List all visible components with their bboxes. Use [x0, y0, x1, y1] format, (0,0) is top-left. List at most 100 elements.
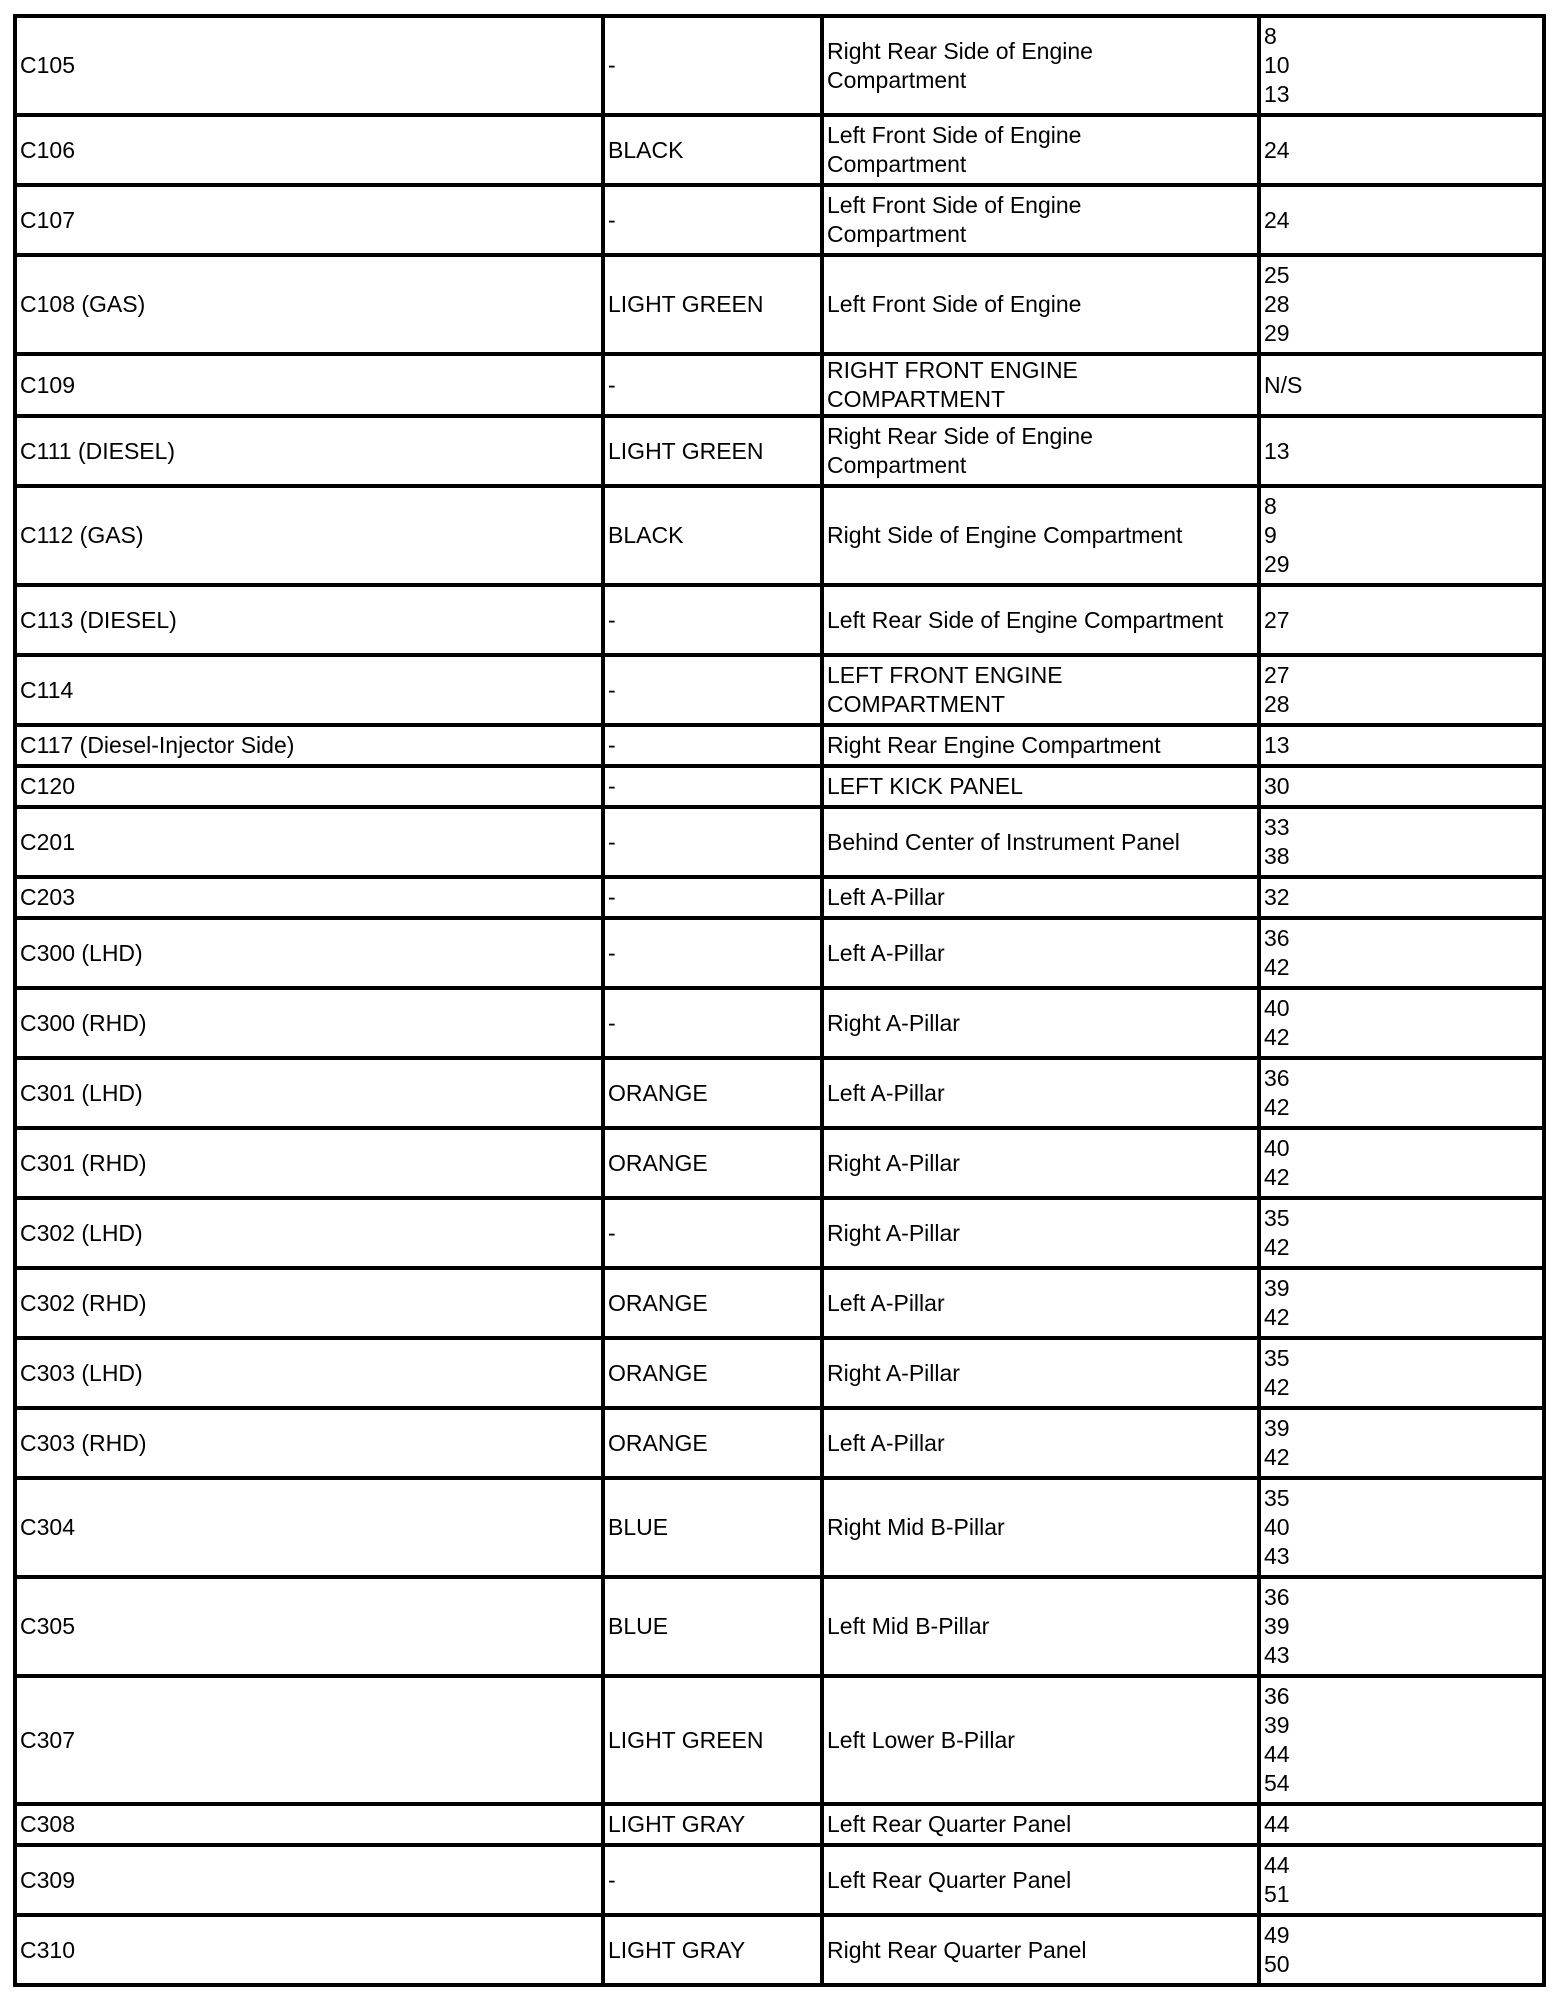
location-cell: Left A-Pillar	[820, 1266, 1261, 1340]
page-number: 43	[1264, 1642, 1290, 1668]
location-cell: Right Rear Side of Engine Compartment	[820, 14, 1261, 117]
location-cell: Left A-Pillar	[820, 1056, 1261, 1130]
table-row: C114- LEFT FRONT ENGINE COMPARTMENT 27 28	[13, 653, 1546, 727]
page-number: 36	[1264, 1065, 1290, 1091]
pages-cell: 36 39 43	[1257, 1575, 1546, 1678]
connector-cell: C203	[13, 875, 605, 920]
connector-table: C105- Right Rear Side of Engine Compartme…	[13, 14, 1546, 1987]
color-cell: LIGHT GRAY	[601, 1913, 824, 1987]
table-row: C120- LEFT KICK PANEL 30	[13, 764, 1546, 809]
location-cell: Right A-Pillar	[820, 1196, 1261, 1270]
color-cell: LIGHT GREEN	[601, 414, 824, 488]
connector-cell: C107	[13, 183, 605, 257]
location-cell: LEFT FRONT ENGINE COMPARTMENT	[820, 653, 1261, 727]
color-cell: BLACK	[601, 484, 824, 587]
location-cell: Left Mid B-Pillar	[820, 1575, 1261, 1678]
pages-cell: 8 10 13	[1257, 14, 1546, 117]
pages-cell: 36 42	[1257, 916, 1546, 990]
location-cell: Right A-Pillar	[820, 1336, 1261, 1410]
page-number: N/S	[1264, 371, 1303, 398]
page-number: 35	[1264, 1485, 1290, 1511]
pages-cell: 44 51	[1257, 1843, 1546, 1917]
connector-cell: C114	[13, 653, 605, 727]
page-number: 8	[1264, 23, 1277, 49]
pages-cell: 36 39 44 54	[1257, 1674, 1546, 1806]
table-row: C302 (RHD) ORANGE Left A-Pillar 39 42	[13, 1266, 1546, 1340]
table-row: C303 (LHD) ORANGE Right A-Pillar 35 42	[13, 1336, 1546, 1410]
page-number: 29	[1264, 320, 1290, 346]
table-row: C310 LIGHT GRAY Right Rear Quarter Panel 49…	[13, 1913, 1546, 1987]
table-row: C108 (GAS) LIGHT GREEN Left Front Side of …	[13, 253, 1546, 356]
color-cell: -	[601, 986, 824, 1060]
location-cell: Right Rear Quarter Panel	[820, 1913, 1261, 1987]
page-number: 39	[1264, 1613, 1290, 1639]
connector-cell: C108 (GAS)	[13, 253, 605, 356]
page-number: 39	[1264, 1415, 1290, 1441]
page-number: 28	[1264, 291, 1290, 317]
pages-cell: 25 28 29	[1257, 253, 1546, 356]
connector-cell: C302 (RHD)	[13, 1266, 605, 1340]
table-row: C304 BLUE Right Mid B-Pillar 35 40 43	[13, 1476, 1546, 1579]
page-number: 40	[1264, 1135, 1290, 1161]
connector-cell: C309	[13, 1843, 605, 1917]
page-number: 42	[1264, 1234, 1290, 1260]
table-row: C109- RIGHT FRONT ENGINE COMPARTMENT N/S	[13, 352, 1546, 418]
connector-cell: C111 (DIESEL)	[13, 414, 605, 488]
connector-cell: C303 (LHD)	[13, 1336, 605, 1410]
page-number: 27	[1264, 662, 1290, 688]
color-cell: -	[601, 1843, 824, 1917]
page-number: 27	[1264, 606, 1290, 633]
pages-cell: 36 42	[1257, 1056, 1546, 1130]
pages-cell: 33 38	[1257, 805, 1546, 879]
page-number: 39	[1264, 1275, 1290, 1301]
connector-cell: C303 (RHD)	[13, 1406, 605, 1480]
table-row: C105- Right Rear Side of Engine Compartme…	[13, 14, 1546, 117]
connector-cell: C307	[13, 1674, 605, 1806]
connector-cell: C305	[13, 1575, 605, 1678]
page-number: 42	[1264, 1304, 1290, 1330]
pages-cell: 32	[1257, 875, 1546, 920]
color-cell: ORANGE	[601, 1336, 824, 1410]
location-cell: Left Lower B-Pillar	[820, 1674, 1261, 1806]
pages-cell: 35 42	[1257, 1336, 1546, 1410]
connector-cell: C120	[13, 764, 605, 809]
page-number: 8	[1264, 493, 1277, 519]
page-number: 49	[1264, 1922, 1290, 1948]
page-number: 36	[1264, 1584, 1290, 1610]
color-cell: -	[601, 916, 824, 990]
page-number: 39	[1264, 1712, 1290, 1738]
pages-cell: 27 28	[1257, 653, 1546, 727]
location-cell: Right Side of Engine Compartment	[820, 484, 1261, 587]
location-cell: Left A-Pillar	[820, 916, 1261, 990]
page-number: 29	[1264, 551, 1290, 577]
pages-cell: 27	[1257, 583, 1546, 657]
color-cell: BLACK	[601, 113, 824, 187]
page-number: 40	[1264, 995, 1290, 1021]
connector-cell: C302 (LHD)	[13, 1196, 605, 1270]
table-row: C111 (DIESEL) LIGHT GREEN Right Rear Side …	[13, 414, 1546, 488]
pages-cell: 40 42	[1257, 1126, 1546, 1200]
location-cell: Right A-Pillar	[820, 986, 1261, 1060]
page-number: 36	[1264, 925, 1290, 951]
connector-cell: C304	[13, 1476, 605, 1579]
table-row: C302 (LHD) - Right A-Pillar 35 42	[13, 1196, 1546, 1270]
pages-cell: 30	[1257, 764, 1546, 809]
page-number: 42	[1264, 1094, 1290, 1120]
connector-cell: C106	[13, 113, 605, 187]
color-cell: -	[601, 764, 824, 809]
location-cell: Left Front Side of Engine Compartment	[820, 113, 1261, 187]
color-cell: -	[601, 805, 824, 879]
page-number: 13	[1264, 437, 1290, 464]
page-number: 42	[1264, 954, 1290, 980]
color-cell: -	[601, 583, 824, 657]
page-number: 42	[1264, 1374, 1290, 1400]
connector-cell: C301 (RHD)	[13, 1126, 605, 1200]
connector-cell: C301 (LHD)	[13, 1056, 605, 1130]
location-cell: Left Front Side of Engine	[820, 253, 1261, 356]
connector-cell: C308	[13, 1802, 605, 1847]
table-row: C112 (GAS) BLACK Right Side of Engine Comp…	[13, 484, 1546, 587]
pages-cell: N/S	[1257, 352, 1546, 418]
connector-cell: C112 (GAS)	[13, 484, 605, 587]
page-number: 43	[1264, 1543, 1290, 1569]
table-row: C305 BLUE Left Mid B-Pillar 36 39 43	[13, 1575, 1546, 1678]
